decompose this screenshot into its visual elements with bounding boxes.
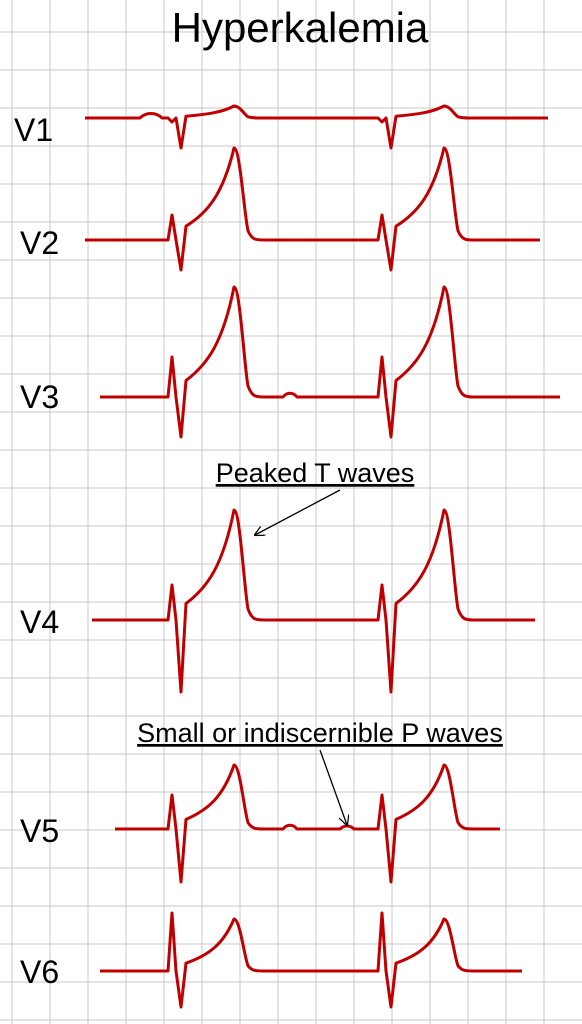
lead-label: V6 — [20, 954, 59, 990]
ecg-trace — [92, 508, 535, 694]
lead-labels: V1 V2 V3 V4 V5 V6 — [14, 112, 59, 990]
lead-label: V4 — [20, 604, 59, 640]
ecg-trace — [115, 763, 500, 884]
ecg-trace — [100, 911, 522, 1009]
title: Hyperkalemia — [172, 4, 429, 51]
lead-label: V2 — [20, 225, 59, 261]
ecg-trace — [85, 104, 548, 150]
annotation: Small or indiscernible P waves — [137, 718, 503, 748]
arrow — [255, 489, 341, 535]
arrow — [319, 749, 347, 825]
ecg-trace — [85, 146, 540, 272]
annotation: Peaked T waves — [216, 458, 415, 488]
lead-label: V5 — [20, 813, 59, 849]
lead-label: V1 — [14, 112, 53, 148]
traces — [85, 104, 560, 1009]
ecg-trace — [100, 285, 560, 439]
lead-label: V3 — [20, 379, 59, 415]
